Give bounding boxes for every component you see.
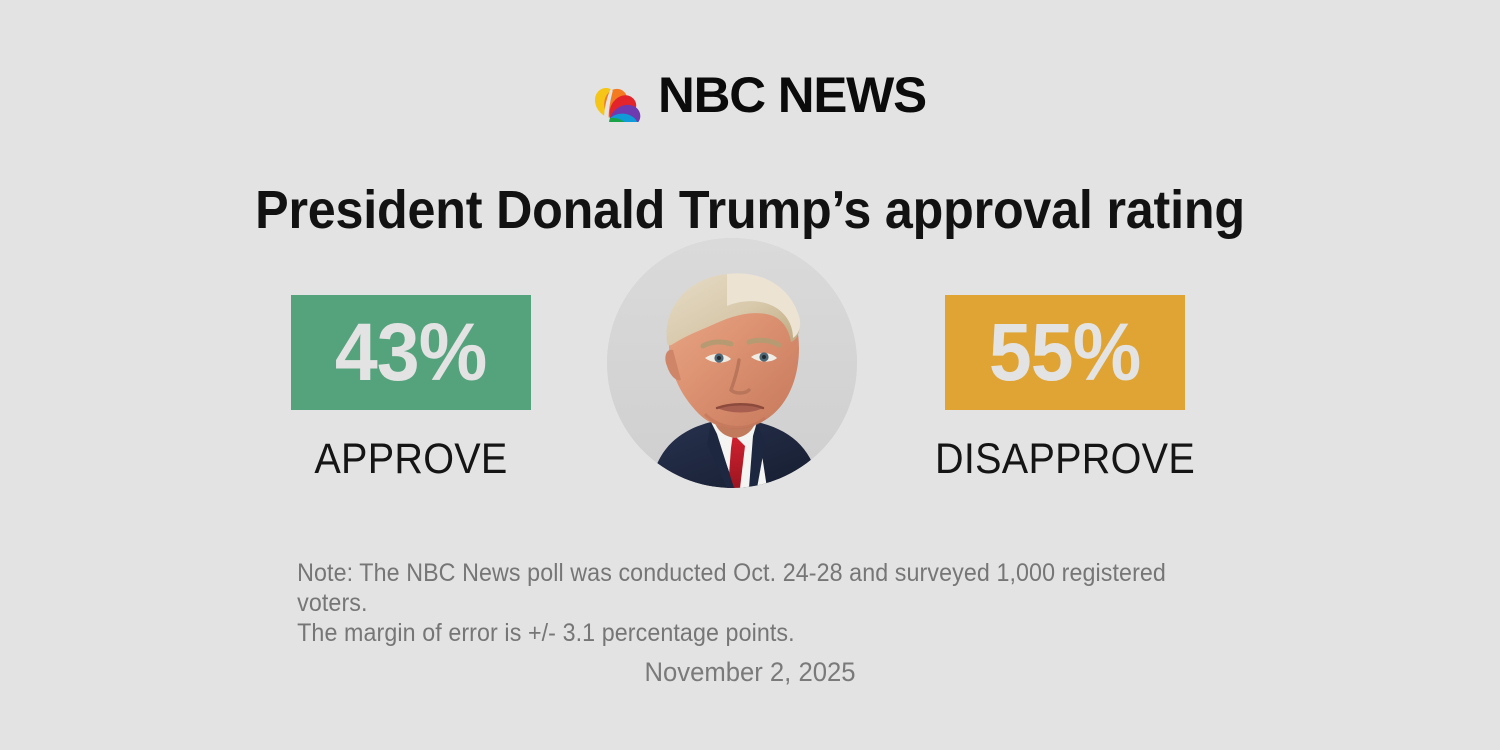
approve-label: APPROVE (314, 435, 508, 483)
footnote-line-2: The margin of error is +/- 3.1 percentag… (296, 619, 795, 647)
disapprove-value-box: 55% (945, 295, 1185, 410)
stat-approve: 43% APPROVE (261, 295, 561, 482)
nbc-news-wordmark: NBC NEWS (658, 67, 927, 123)
disapprove-label: DISAPPROVE (935, 435, 1195, 483)
nbc-peacock-icon (579, 68, 641, 122)
footnote: Note: The NBC News poll was conducted Oc… (0, 558, 1500, 648)
stats-row: 43% APPROVE (0, 232, 1500, 502)
footnote-line-1: Note: The NBC News poll was conducted Oc… (296, 559, 1166, 617)
approve-percentage: 43% (335, 306, 487, 398)
trump-portrait (607, 238, 857, 488)
approve-value-box: 43% (291, 295, 531, 410)
page-title: President Donald Trump’s approval rating (255, 180, 1245, 241)
stat-disapprove: 55% DISAPPROVE (915, 295, 1215, 482)
nbc-news-masthead: NBC NEWS (0, 66, 1500, 124)
disapprove-percentage: 55% (989, 306, 1141, 398)
publish-date: November 2, 2025 (644, 657, 856, 687)
